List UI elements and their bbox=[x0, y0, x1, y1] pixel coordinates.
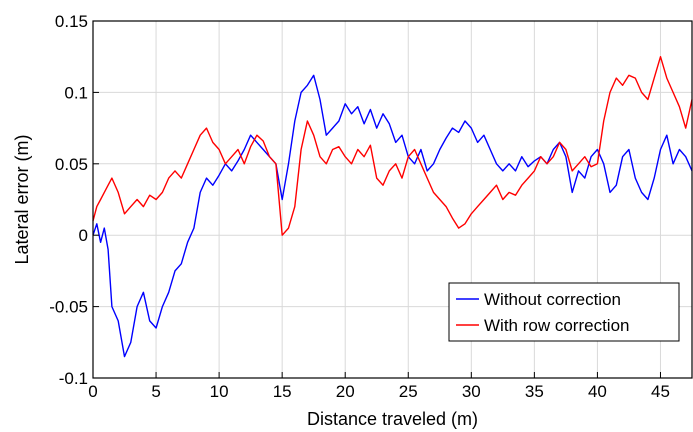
x-tick-label: 30 bbox=[462, 382, 481, 401]
x-tick-label: 10 bbox=[210, 382, 229, 401]
x-axis-label: Distance traveled (m) bbox=[307, 409, 478, 429]
y-tick-label: -0.1 bbox=[59, 369, 88, 388]
series-line-with-row-correction bbox=[92, 56, 693, 236]
x-tick-label: 5 bbox=[151, 382, 160, 401]
y-tick-label: 0.05 bbox=[55, 155, 88, 174]
legend-label-with-row-correction: With row correction bbox=[484, 316, 629, 335]
series-layer bbox=[92, 56, 693, 358]
y-tick-label: 0.15 bbox=[55, 12, 88, 31]
x-tick-label: 25 bbox=[399, 382, 418, 401]
y-tick-label: 0.1 bbox=[64, 83, 88, 102]
axis-ticks bbox=[92, 20, 661, 379]
y-tick-label: 0 bbox=[79, 226, 88, 245]
y-tick-label: -0.05 bbox=[49, 298, 88, 317]
x-tick-label: 20 bbox=[336, 382, 355, 401]
legend-label-without-correction: Without correction bbox=[484, 290, 621, 309]
x-tick-label: 40 bbox=[588, 382, 607, 401]
y-axis-label: Lateral error (m) bbox=[12, 134, 32, 264]
legend: Without correction With row correction bbox=[448, 282, 680, 342]
x-tick-label: 15 bbox=[273, 382, 292, 401]
tick-labels: 0 5 10 15 20 25 30 35 40 45 -0.1 -0.05 0 0.05 0.1 0.15 bbox=[49, 12, 670, 401]
x-tick-label: 35 bbox=[525, 382, 544, 401]
series-line-without-correction bbox=[92, 74, 693, 358]
legend-box bbox=[448, 282, 680, 342]
x-tick-label: 45 bbox=[651, 382, 670, 401]
x-tick-label: 0 bbox=[88, 382, 97, 401]
plot-frame bbox=[92, 20, 693, 379]
